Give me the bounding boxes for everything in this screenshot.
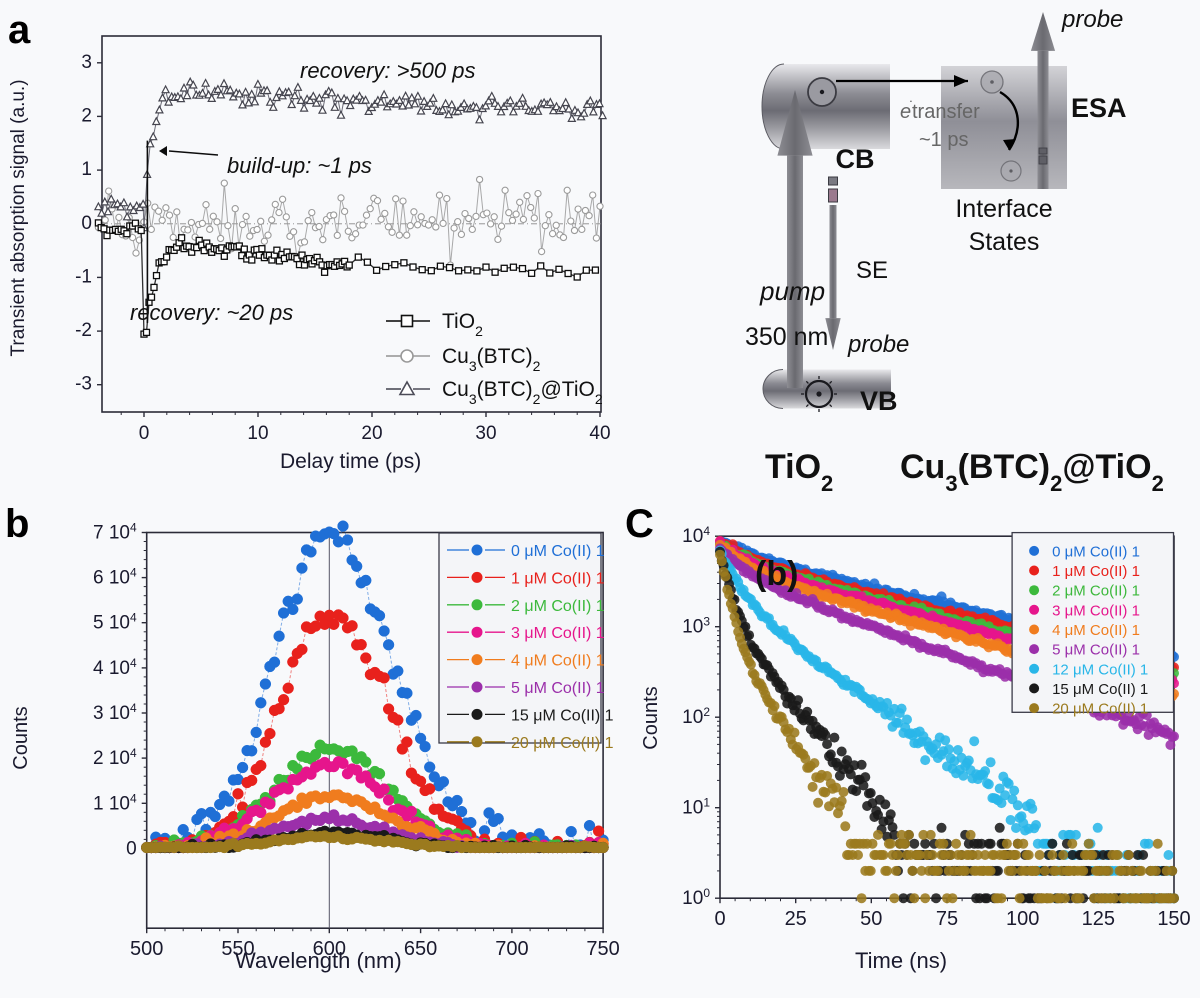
svg-text:5 μM Co(II) 1: 5 μM Co(II) 1 [1052, 642, 1140, 659]
svg-text:7 104: 7 104 [93, 521, 137, 544]
svg-text:750: 750 [586, 938, 619, 960]
svg-text:1 104: 1 104 [93, 791, 137, 814]
svg-text:103: 103 [682, 615, 710, 638]
svg-text:100: 100 [1006, 908, 1039, 930]
svg-text:-1: -1 [75, 266, 92, 287]
svg-text:101: 101 [682, 796, 710, 819]
svg-text:2 104: 2 104 [93, 746, 137, 769]
svg-text:probe: probe [1061, 6, 1123, 33]
svg-text:Interface: Interface [955, 195, 1052, 223]
svg-text:transfer: transfer [912, 101, 980, 123]
svg-text:Cu3(BTC)2@TiO2: Cu3(BTC)2@TiO2 [442, 378, 603, 407]
svg-text:5 104: 5 104 [93, 611, 137, 634]
svg-text:-3: -3 [75, 374, 92, 395]
svg-text:10: 10 [247, 423, 268, 444]
svg-text:2: 2 [81, 105, 92, 126]
svg-text:3 μM Co(II) 1: 3 μM Co(II) 1 [511, 625, 605, 642]
svg-text:15 μM Co(II) 1: 15 μM Co(II) 1 [1052, 681, 1148, 698]
svg-text:0 μM Co(II) 1: 0 μM Co(II) 1 [1052, 543, 1140, 560]
svg-text:3 μM Co(II) 1: 3 μM Co(II) 1 [1052, 602, 1140, 619]
svg-text:75: 75 [936, 908, 958, 930]
svg-text:6 104: 6 104 [93, 566, 137, 589]
svg-text:1 μM Co(II) 1: 1 μM Co(II) 1 [1052, 563, 1140, 580]
svg-text:TiO2: TiO2 [765, 448, 833, 496]
svg-text:15 μM Co(II) 1: 15 μM Co(II) 1 [511, 707, 614, 724]
svg-text:4 μM Co(II) 1: 4 μM Co(II) 1 [511, 653, 605, 670]
svg-text:Cu3(BTC)2: Cu3(BTC)2 [442, 345, 541, 374]
svg-text:350 nm: 350 nm [745, 323, 828, 351]
svg-text:1: 1 [81, 159, 92, 180]
svg-text:4 μM Co(II) 1: 4 μM Co(II) 1 [1052, 622, 1140, 639]
svg-text:40: 40 [589, 423, 610, 444]
svg-text:ESA: ESA [1071, 93, 1127, 123]
svg-text:102: 102 [682, 705, 710, 728]
svg-text:SE: SE [856, 257, 888, 284]
svg-text:20 μM Co(II) 1: 20 μM Co(II) 1 [511, 735, 614, 752]
svg-text:2 μM Co(II) 1: 2 μM Co(II) 1 [1052, 583, 1140, 600]
svg-text:2 μM Co(II) 1: 2 μM Co(II) 1 [511, 598, 605, 615]
svg-text:3 104: 3 104 [93, 701, 137, 724]
svg-text:probe: probe [847, 331, 909, 358]
svg-text:3: 3 [81, 52, 92, 73]
svg-text:150: 150 [1157, 908, 1190, 930]
svg-text:VB: VB [860, 386, 898, 416]
svg-text:30: 30 [475, 423, 496, 444]
svg-text:104: 104 [682, 524, 710, 547]
svg-text:pump: pump [759, 276, 825, 306]
svg-text:TiO2: TiO2 [442, 310, 483, 339]
svg-text:~1 ps: ~1 ps [919, 129, 968, 151]
svg-text:500: 500 [130, 938, 163, 960]
svg-text:12 μM Co(II) 1: 12 μM Co(II) 1 [1052, 661, 1148, 678]
svg-text:4 104: 4 104 [93, 656, 137, 679]
svg-text:1 μM Co(II) 1: 1 μM Co(II) 1 [511, 570, 605, 587]
svg-text:0: 0 [139, 423, 150, 444]
svg-text:20: 20 [361, 423, 382, 444]
svg-text:25: 25 [785, 908, 807, 930]
svg-text:700: 700 [495, 938, 528, 960]
svg-text:CB: CB [836, 144, 875, 174]
svg-text:States: States [969, 228, 1040, 256]
svg-text:125: 125 [1082, 908, 1115, 930]
svg-text:650: 650 [404, 938, 437, 960]
svg-text:0 μM Co(II) 1: 0 μM Co(II) 1 [511, 543, 605, 560]
svg-text:20 μM Co(II) 1: 20 μM Co(II) 1 [1052, 701, 1148, 718]
svg-text:5 μM Co(II) 1: 5 μM Co(II) 1 [511, 680, 605, 697]
svg-text:0: 0 [81, 213, 92, 234]
svg-text:(b): (b) [755, 555, 798, 593]
svg-text:50: 50 [860, 908, 882, 930]
svg-text:-2: -2 [75, 320, 92, 341]
svg-text:0: 0 [714, 908, 725, 930]
svg-text:Cu3(BTC)2@TiO2: Cu3(BTC)2@TiO2 [900, 448, 1164, 496]
svg-text:100: 100 [682, 886, 710, 909]
svg-text:0: 0 [126, 838, 137, 859]
